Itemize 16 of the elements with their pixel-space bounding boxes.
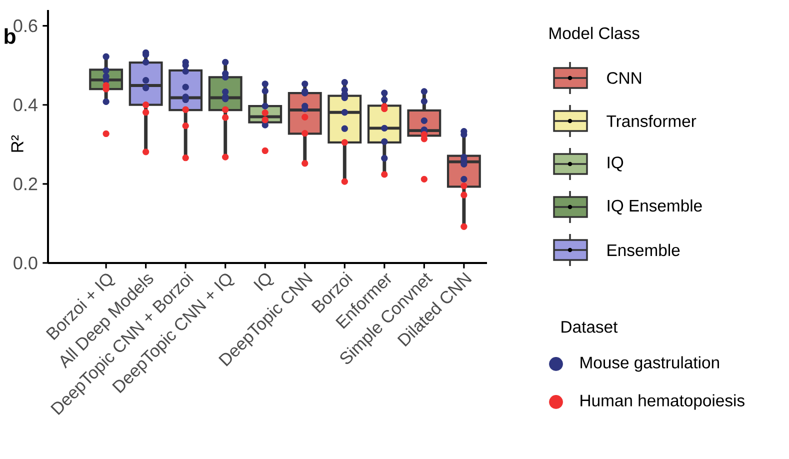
legend-label: Human hematopoiesis — [580, 394, 744, 410]
y-axis-title: R² — [11, 135, 24, 152]
legend-label: CNN — [607, 72, 642, 84]
y-tick-label: 0.0 — [14, 256, 38, 270]
x-tick-label: IQ — [253, 273, 274, 291]
legend-label: Ensemble — [608, 244, 680, 256]
legend-label: Transformer — [606, 114, 696, 128]
text: Dataset — [562, 321, 618, 333]
legend-label: Mouse gastrulation — [580, 356, 719, 372]
text: Model Class — [550, 26, 640, 40]
y-tick-label: 0.2 — [14, 178, 38, 190]
text: b — [4, 28, 16, 44]
y-tick-label: 0.4 — [14, 98, 38, 112]
legend-label: IQ — [608, 156, 624, 172]
legend-label: IQ Ensemble — [608, 199, 702, 215]
y-tick-label: 0.6 — [14, 19, 38, 32]
